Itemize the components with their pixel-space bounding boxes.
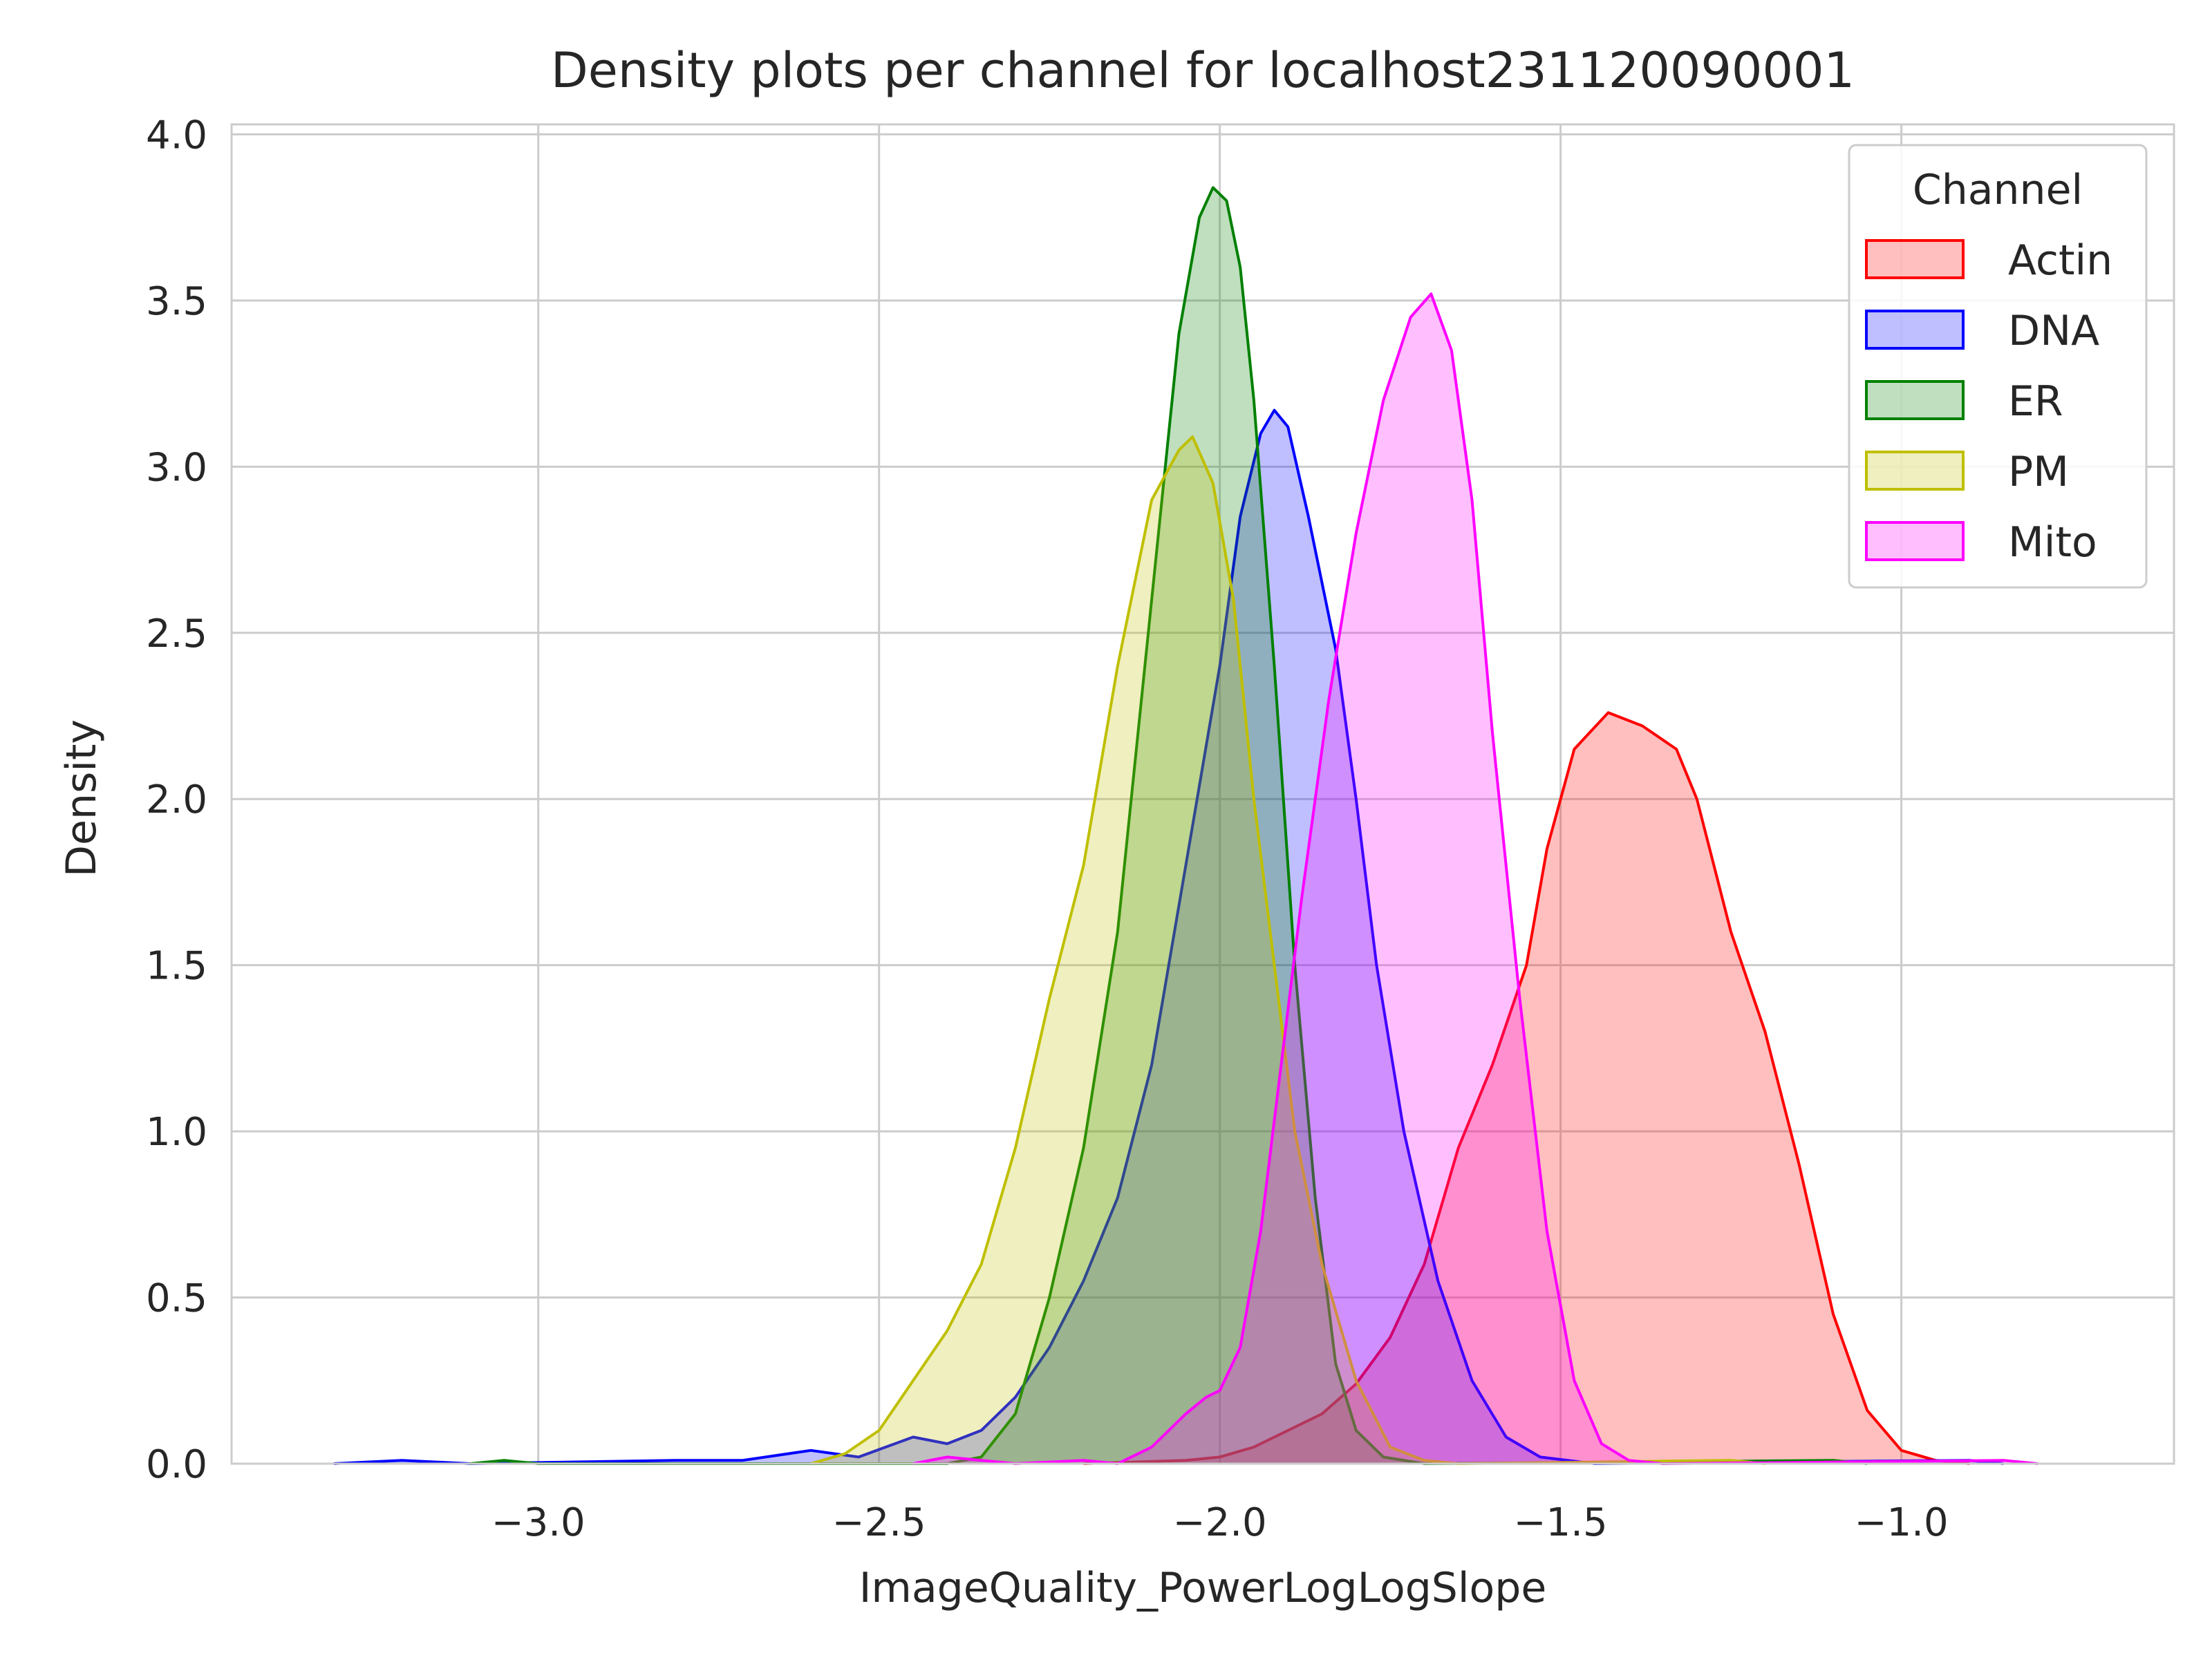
x-axis-label: ImageQuality_PowerLogLogSlope [859,1564,1547,1612]
x-tick-label: −3.0 [491,1500,585,1545]
series-line-pm [810,435,1765,1465]
plot-area: −3.0 −2.5 −2.0 −1.5 −1.0 0.0 0.5 1.0 1.5 2.0 2.5 3.… [146,113,2175,1545]
legend-swatch-er [1865,380,1965,420]
y-tick-label: 0.0 [146,1442,207,1487]
x-tick-label: −1.5 [1514,1500,1608,1545]
y-tick-label: 3.0 [146,445,207,490]
legend-label-mito: Mito [2008,518,2097,567]
legend-label-actin: Actin [2008,236,2112,285]
legend-label-dna: DNA [2008,307,2099,355]
legend-label-pm: PM [2008,448,2069,496]
series-line-dna [333,408,2004,1465]
series-area-actin [1083,712,1970,1464]
legend-swatch-pm [1865,451,1965,491]
y-axis-label: Density [57,719,106,877]
y-tick-label: 2.5 [146,612,207,657]
x-tick-label: −2.0 [1173,1500,1267,1545]
series-line-actin [1083,711,1970,1465]
series-line-mito [912,292,2038,1465]
y-tick-label: 4.0 [146,113,207,158]
legend-label-er: ER [2008,377,2063,426]
legend: Channel Actin DNA ER PM Mito [1848,144,2148,589]
x-tick-label: −2.5 [832,1500,926,1545]
x-tick-label: −1.0 [1855,1500,1949,1545]
series-area-dna [333,410,2004,1464]
series-line-er [469,186,1868,1465]
y-tick-label: 2.0 [146,777,207,822]
legend-swatch-dna [1865,310,1965,350]
legend-box [1848,144,2148,589]
y-tick-label: 3.5 [146,279,207,324]
legend-swatch-mito [1865,521,1965,561]
chart-title: Density plots per channel for localhost2… [551,42,1855,99]
plot-frame [230,123,2175,1465]
series-area-er [470,187,1868,1464]
y-tick-label: 0.5 [146,1276,207,1321]
y-tick-label: 1.5 [146,944,207,989]
legend-title: Channel [1913,166,2083,214]
series-area-mito [913,294,2038,1464]
legend-swatch-actin [1865,239,1965,279]
series-area-pm [811,437,1765,1464]
y-tick-label: 1.0 [146,1110,207,1155]
